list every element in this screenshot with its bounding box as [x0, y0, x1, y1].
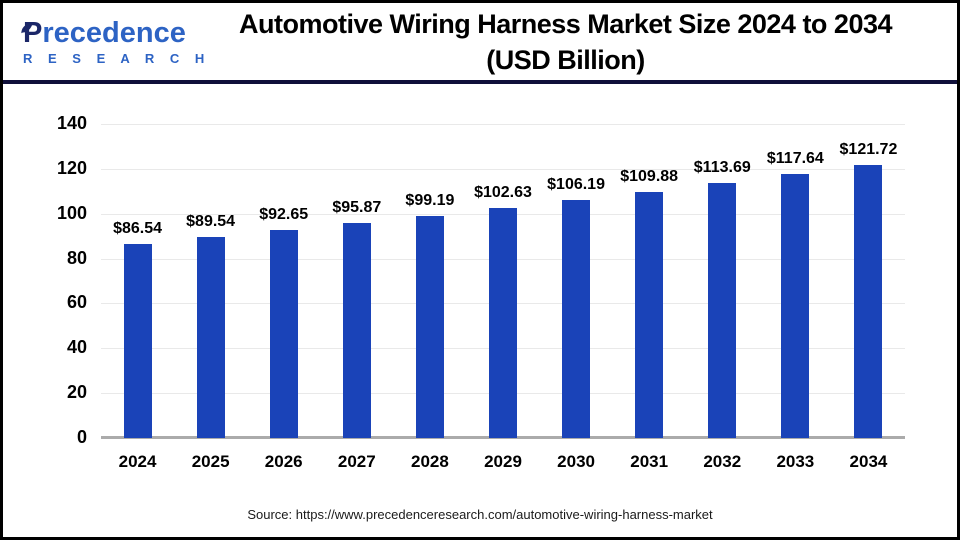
y-tick-label: 80 [66, 247, 87, 268]
chart-title-line1: Automotive Wiring Harness Market Size 20… [239, 8, 893, 39]
y-tick-label: 40 [66, 337, 87, 358]
bar-2025 [196, 237, 225, 438]
x-tick-label: 2029 [484, 452, 522, 471]
chart-title-line2: (USD Billion) [486, 44, 645, 75]
x-tick-label: 2032 [703, 452, 742, 471]
precedence-research-logo: Precedence R E S E A R C H [3, 16, 211, 66]
bar-value-label: $113.69 [693, 159, 751, 177]
gridline [101, 168, 905, 170]
y-tick-label: 60 [66, 292, 87, 313]
bar-2026 [269, 230, 298, 438]
x-tick-label: 2027 [337, 452, 376, 471]
logo-initial: P [23, 16, 43, 49]
y-tick-label: 100 [56, 202, 87, 223]
bar-value-label: $117.64 [766, 150, 824, 168]
bar-value-label: $95.87 [332, 198, 382, 216]
x-tick-label: 2028 [410, 452, 449, 471]
source-text: Source: https://www.precedenceresearch.c… [247, 507, 713, 522]
y-tick-label: 140 [56, 113, 87, 133]
gridline [101, 124, 905, 125]
x-tick-label: 2034 [849, 452, 888, 471]
x-tick-label: 2030 [557, 452, 595, 471]
y-tick-label: 0 [76, 427, 87, 447]
bar-2031 [635, 191, 664, 438]
bar-value-label: $92.65 [259, 206, 309, 224]
y-tick-label: 20 [66, 382, 87, 403]
chart-area: 0 20 40 60 80 100 120 140 $86.54 2024 $89.54 2025 $9… [3, 84, 957, 533]
header: Precedence R E S E A R C H Automotive Wi… [3, 3, 957, 84]
bar-value-label: $89.54 [186, 213, 236, 231]
logo-name-rest: recedence [42, 16, 186, 49]
bar-2029 [489, 207, 517, 438]
leaf-icon [21, 22, 33, 33]
x-tick-label: 2026 [264, 452, 303, 471]
bar-2028 [415, 215, 444, 438]
bar-2027 [342, 222, 371, 438]
bar-value-label: $106.19 [547, 175, 605, 193]
bar-2033 [781, 174, 810, 438]
logo-wordmark: Precedence [21, 16, 188, 49]
chart-title: Automotive Wiring Harness Market Size 20… [188, 6, 957, 78]
y-tick-label: 120 [56, 157, 87, 178]
x-tick-label: 2031 [630, 452, 669, 471]
x-tick-label: 2024 [118, 452, 157, 471]
x-tick-label: 2033 [776, 452, 815, 471]
bar-value-label: $121.72 [839, 141, 898, 158]
bar-value-label: $99.19 [405, 191, 455, 209]
x-tick-label: 2025 [191, 452, 230, 471]
logo-subtitle: R E S E A R C H [23, 50, 211, 66]
bar-value-label: $109.88 [620, 167, 679, 185]
bar-2034 [854, 165, 883, 438]
bar-value-label: $86.54 [113, 219, 162, 237]
bar-2024 [123, 243, 152, 438]
bar-value-label: $102.63 [474, 183, 532, 201]
bar-2032 [708, 183, 737, 438]
plot-area: 0 20 40 60 80 100 120 140 $86.54 2024 $89.54 2025 $9… [57, 113, 905, 471]
bar-2030 [562, 199, 591, 438]
